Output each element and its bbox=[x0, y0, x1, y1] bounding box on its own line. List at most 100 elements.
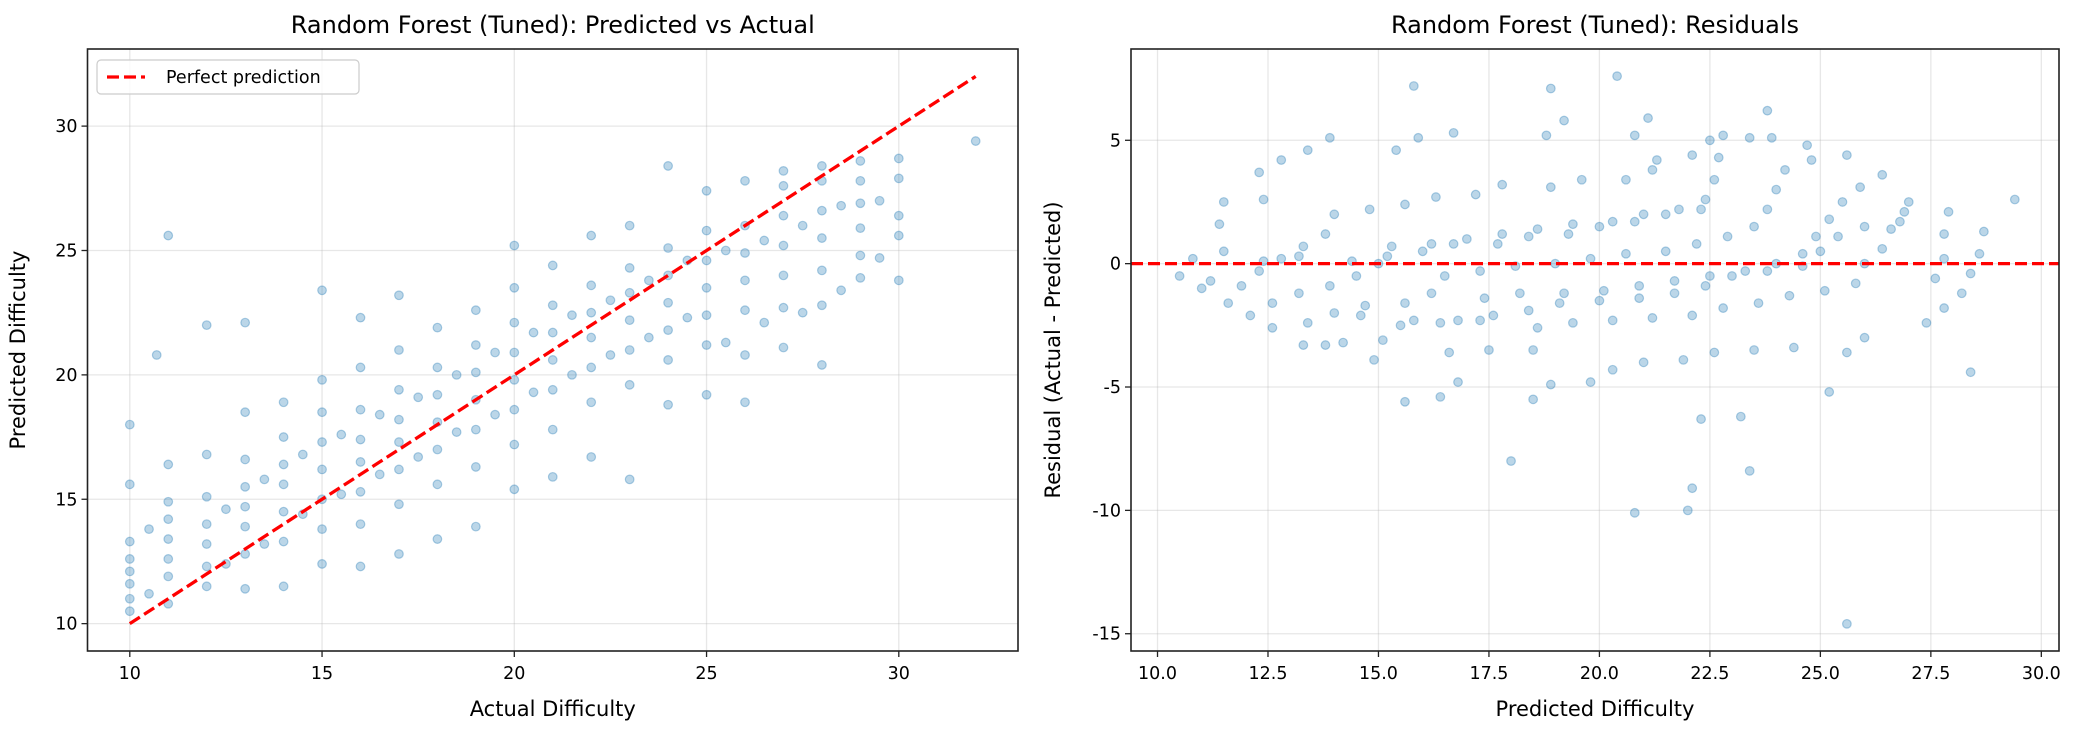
data-point bbox=[124, 566, 135, 577]
plot-area bbox=[1131, 71, 2059, 629]
data-point bbox=[355, 519, 366, 530]
data-point bbox=[1594, 295, 1605, 306]
y-tick-label: 20 bbox=[55, 366, 77, 386]
data-point bbox=[1475, 315, 1486, 326]
data-point bbox=[221, 504, 231, 515]
data-point bbox=[240, 521, 251, 532]
data-point bbox=[1629, 130, 1640, 141]
data-point bbox=[1174, 271, 1185, 281]
data-point bbox=[1744, 465, 1755, 476]
data-point bbox=[855, 272, 866, 283]
data-point bbox=[259, 474, 270, 485]
x-tick-label: 22.5 bbox=[1690, 664, 1729, 684]
data-point bbox=[1382, 251, 1393, 262]
data-point bbox=[163, 459, 174, 470]
data-point bbox=[432, 389, 443, 400]
data-point bbox=[893, 275, 904, 286]
data-point bbox=[201, 539, 212, 549]
y-tick-label: 0 bbox=[1110, 255, 1121, 275]
y-tick-label: 15 bbox=[55, 490, 77, 510]
predicted-vs-actual-chart: 10 15 20 25 30 10 15 20 25 30 Random Forest (Tuned… bbox=[6, 11, 1019, 721]
data-point bbox=[1559, 288, 1569, 299]
data-point bbox=[355, 561, 366, 572]
data-point bbox=[1687, 310, 1698, 321]
data-point bbox=[1824, 214, 1835, 225]
data-point bbox=[1978, 226, 1989, 237]
data-point bbox=[1753, 298, 1764, 309]
x-tick-label: 15 bbox=[311, 664, 333, 684]
data-point bbox=[317, 285, 327, 296]
data-point bbox=[451, 369, 462, 380]
data-point bbox=[817, 300, 827, 311]
data-point bbox=[740, 275, 750, 286]
data-point bbox=[547, 355, 558, 365]
data-point bbox=[778, 180, 789, 191]
data-point bbox=[817, 360, 827, 370]
data-point bbox=[740, 350, 750, 360]
data-point bbox=[509, 404, 520, 415]
data-point bbox=[1475, 266, 1486, 276]
data-point bbox=[163, 554, 174, 564]
data-point bbox=[1886, 224, 1896, 235]
x-axis-label: Predicted Difficulty bbox=[1496, 697, 1695, 721]
data-point bbox=[1528, 394, 1539, 405]
data-point bbox=[144, 588, 154, 599]
data-point bbox=[1324, 280, 1335, 291]
data-point bbox=[1205, 276, 1216, 286]
residuals-chart: 10.0 12.5 15.0 17.5 20.0 22.5 25.0 27.5 30.0 -15 -… bbox=[1041, 11, 2061, 721]
data-point bbox=[701, 389, 712, 400]
data-point bbox=[1395, 320, 1406, 331]
data-point bbox=[163, 230, 174, 241]
data-point bbox=[1687, 150, 1698, 160]
data-point bbox=[740, 397, 750, 408]
data-point bbox=[1461, 234, 1472, 244]
data-point bbox=[1276, 253, 1287, 264]
x-tick-label: 25 bbox=[695, 664, 717, 684]
y-tick-label: 25 bbox=[55, 241, 77, 261]
data-point bbox=[1364, 204, 1375, 215]
data-point bbox=[394, 437, 404, 447]
data-point bbox=[1713, 152, 1724, 163]
data-point bbox=[701, 282, 712, 293]
x-tick-label: 30.0 bbox=[2022, 664, 2061, 684]
data-point bbox=[1431, 192, 1441, 202]
data-point bbox=[1541, 130, 1552, 141]
data-point bbox=[1727, 271, 1737, 281]
data-point bbox=[1634, 280, 1645, 291]
data-point bbox=[1218, 197, 1229, 207]
data-point bbox=[1930, 273, 1941, 284]
data-point bbox=[547, 424, 558, 435]
data-point bbox=[124, 479, 135, 490]
data-point bbox=[355, 312, 366, 323]
chart-title: Random Forest (Tuned): Predicted vs Actu… bbox=[291, 11, 815, 39]
data-point bbox=[1400, 298, 1410, 309]
data-point bbox=[1660, 209, 1671, 220]
data-point bbox=[1780, 164, 1790, 175]
data-point bbox=[470, 521, 481, 532]
data-point bbox=[1267, 322, 1278, 333]
data-point bbox=[893, 153, 904, 164]
data-point bbox=[1559, 115, 1569, 126]
data-point bbox=[1320, 340, 1331, 350]
data-point bbox=[1417, 246, 1428, 257]
data-point bbox=[1267, 298, 1278, 309]
plot-area bbox=[124, 74, 981, 626]
data-point bbox=[1408, 81, 1419, 91]
data-point bbox=[336, 489, 347, 500]
data-point bbox=[663, 243, 674, 253]
data-point bbox=[1506, 456, 1516, 466]
data-point bbox=[740, 305, 750, 316]
data-point bbox=[240, 407, 251, 418]
data-point bbox=[1634, 293, 1645, 304]
data-point bbox=[643, 332, 654, 343]
data-point bbox=[1762, 204, 1773, 215]
data-point bbox=[1762, 105, 1773, 116]
data-point bbox=[586, 307, 597, 318]
data-point bbox=[1453, 377, 1463, 387]
data-point bbox=[663, 325, 674, 335]
data-point bbox=[1400, 396, 1410, 407]
data-point bbox=[394, 464, 404, 475]
data-point bbox=[1669, 288, 1680, 299]
data-point bbox=[432, 534, 443, 544]
